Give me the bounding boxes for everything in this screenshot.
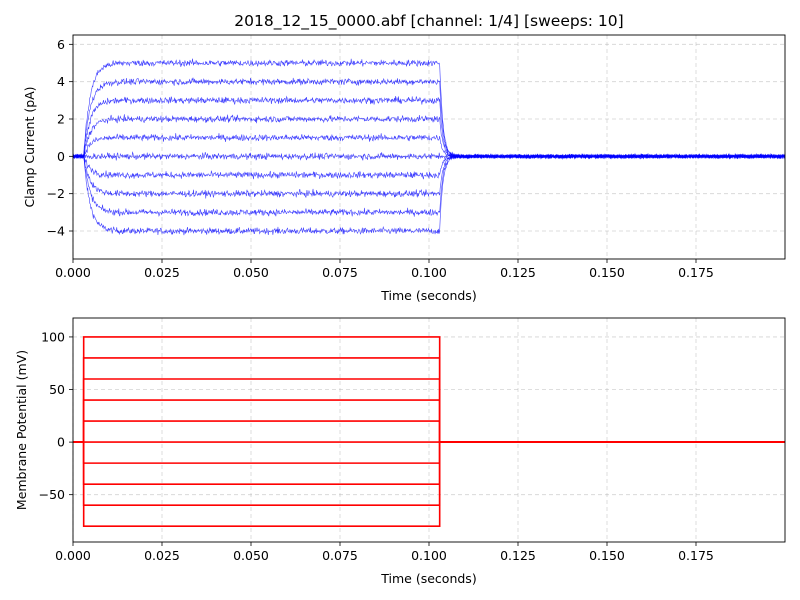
x-tick-label: 0.100 bbox=[411, 265, 447, 280]
voltage-trace bbox=[73, 336, 785, 443]
x-tick-label: 0.050 bbox=[233, 265, 269, 280]
y-axis-label: Membrane Potential (mV) bbox=[14, 350, 29, 510]
x-tick-label: 0.150 bbox=[589, 265, 625, 280]
x-tick-label: 0.175 bbox=[678, 265, 714, 280]
y-tick-label: 100 bbox=[41, 329, 65, 344]
x-tick-label: 0.000 bbox=[55, 265, 91, 280]
y-tick-label: −2 bbox=[47, 186, 65, 201]
y-tick-label: 2 bbox=[57, 112, 65, 127]
x-tick-label: 0.000 bbox=[55, 548, 91, 563]
plot-area bbox=[73, 336, 785, 528]
x-tick-label: 0.075 bbox=[322, 548, 358, 563]
voltage-panel: 0.000 0.025 0.050 0.075 0.100 0.125 0.150 0.175… bbox=[14, 317, 786, 586]
x-tick-label: 0.100 bbox=[411, 548, 447, 563]
y-tick-label: 0 bbox=[57, 149, 65, 164]
y-tick-label: 6 bbox=[57, 37, 65, 52]
x-tick-label: 0.125 bbox=[500, 548, 536, 563]
y-tick-label: 50 bbox=[49, 382, 65, 397]
axes-frame bbox=[72, 317, 786, 543]
axes-frame bbox=[72, 34, 786, 260]
x-tick-label: 0.125 bbox=[500, 265, 536, 280]
y-tick-label: −50 bbox=[39, 487, 65, 502]
x-axis-label: Time (seconds) bbox=[380, 571, 476, 586]
current-panel: 0.000 0.025 0.050 0.075 0.100 0.125 0.150 0.175… bbox=[22, 34, 786, 303]
current-trace bbox=[73, 58, 785, 160]
x-tick-label: 0.025 bbox=[144, 265, 180, 280]
x-tick-label: 0.025 bbox=[144, 548, 180, 563]
y-tick-label: 0 bbox=[57, 435, 65, 450]
y-axis-label: Clamp Current (pA) bbox=[22, 86, 37, 207]
x-axis-label: Time (seconds) bbox=[380, 288, 476, 303]
x-tick-label: 0.175 bbox=[678, 548, 714, 563]
x-tick-label: 0.050 bbox=[233, 548, 269, 563]
plot-area bbox=[73, 58, 785, 236]
figure-title: 2018_12_15_0000.abf [channel: 1/4] [swee… bbox=[234, 12, 623, 31]
x-tick-label: 0.150 bbox=[589, 548, 625, 563]
x-tick-label: 0.075 bbox=[322, 265, 358, 280]
y-tick-label: 4 bbox=[57, 74, 65, 89]
y-tick-label: −4 bbox=[47, 224, 65, 239]
